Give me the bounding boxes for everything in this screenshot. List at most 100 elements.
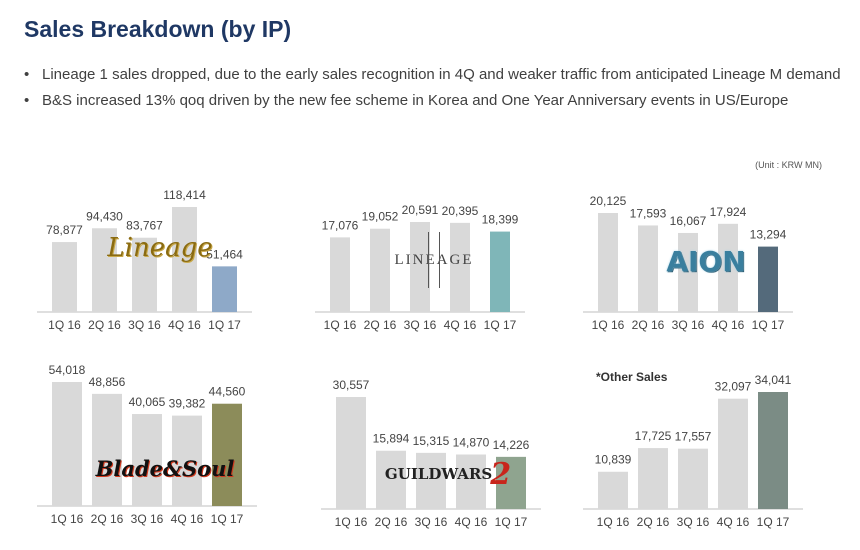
bar-2q-16 bbox=[92, 228, 117, 312]
bar-3q-16 bbox=[678, 448, 708, 509]
bar-1q-17 bbox=[490, 231, 510, 312]
bar-4q-16 bbox=[172, 207, 197, 312]
bullet-item: • B&S increased 13% qoq driven by the ne… bbox=[24, 90, 854, 112]
x-tick-label: 1Q 17 bbox=[752, 318, 785, 332]
bar-2q-16 bbox=[376, 450, 406, 509]
value-label: 34,041 bbox=[755, 373, 792, 387]
bullet-list: • Lineage 1 sales dropped, due to the ea… bbox=[24, 64, 854, 116]
bar-3q-16 bbox=[132, 414, 162, 506]
value-label: 13,294 bbox=[750, 228, 787, 242]
x-tick-label: 1Q 17 bbox=[757, 515, 790, 529]
x-tick-label: 1Q 16 bbox=[51, 512, 84, 526]
value-label: 15,315 bbox=[413, 434, 450, 448]
value-label: 16,067 bbox=[670, 214, 707, 228]
bar-3q-16 bbox=[410, 222, 430, 312]
x-tick-label: 2Q 16 bbox=[637, 515, 670, 529]
bullet-item: • Lineage 1 sales dropped, due to the ea… bbox=[24, 64, 854, 86]
bar-1q-17 bbox=[758, 392, 788, 509]
value-label: 20,395 bbox=[442, 204, 479, 218]
bar-2q-16 bbox=[638, 225, 658, 312]
x-tick-label: 1Q 17 bbox=[208, 318, 241, 332]
value-label: 14,870 bbox=[453, 435, 490, 449]
value-label: 94,430 bbox=[86, 209, 123, 223]
x-tick-label: 2Q 16 bbox=[88, 318, 121, 332]
bar-1q-17 bbox=[212, 403, 242, 506]
x-tick-label: 1Q 16 bbox=[48, 318, 81, 332]
value-label: 20,125 bbox=[590, 194, 627, 208]
bar-3q-16 bbox=[416, 452, 446, 509]
x-tick-label: 4Q 16 bbox=[712, 318, 745, 332]
value-label: 17,557 bbox=[675, 430, 712, 444]
x-tick-label: 1Q 16 bbox=[335, 515, 368, 529]
value-label: 17,593 bbox=[630, 206, 667, 220]
bar-1q-16 bbox=[598, 471, 628, 509]
x-tick-label: 1Q 16 bbox=[592, 318, 625, 332]
bar-2q-16 bbox=[638, 448, 668, 509]
x-tick-label: 2Q 16 bbox=[91, 512, 124, 526]
unit-note: (Unit : KRW MN) bbox=[755, 160, 822, 170]
other-sales-label: *Other Sales bbox=[596, 370, 668, 384]
bar-4q-16 bbox=[172, 415, 202, 506]
bar-4q-16 bbox=[450, 222, 470, 312]
bar-1q-16 bbox=[52, 382, 82, 506]
value-label: 30,557 bbox=[333, 378, 370, 392]
x-tick-label: 1Q 16 bbox=[324, 318, 357, 332]
bar-4q-16 bbox=[456, 454, 486, 509]
bullet-text: Lineage 1 sales dropped, due to the earl… bbox=[42, 66, 841, 83]
value-label: 44,560 bbox=[209, 385, 246, 399]
value-label: 17,076 bbox=[322, 218, 359, 232]
x-tick-label: 2Q 16 bbox=[364, 318, 397, 332]
x-tick-label: 3Q 16 bbox=[672, 318, 705, 332]
x-tick-label: 3Q 16 bbox=[404, 318, 437, 332]
value-label: 48,856 bbox=[89, 375, 126, 389]
value-label: 10,839 bbox=[595, 453, 632, 467]
value-label: 15,894 bbox=[373, 432, 410, 446]
value-label: 20,591 bbox=[402, 203, 439, 217]
x-tick-label: 1Q 17 bbox=[211, 512, 244, 526]
bar-1q-17 bbox=[496, 456, 526, 509]
bullet-dot: • bbox=[24, 66, 30, 83]
x-tick-label: 3Q 16 bbox=[677, 515, 710, 529]
value-label: 18,399 bbox=[482, 213, 519, 227]
bar-1q-16 bbox=[330, 237, 350, 312]
bar-4q-16 bbox=[718, 223, 738, 312]
value-label: 118,414 bbox=[163, 188, 206, 202]
x-tick-label: 3Q 16 bbox=[128, 318, 161, 332]
bar-3q-16 bbox=[678, 232, 698, 312]
x-tick-label: 4Q 16 bbox=[171, 512, 204, 526]
bar-2q-16 bbox=[92, 393, 122, 506]
bar-1q-16 bbox=[336, 397, 366, 509]
x-tick-label: 4Q 16 bbox=[717, 515, 750, 529]
value-label: 40,065 bbox=[129, 395, 166, 409]
value-label: 51,464 bbox=[206, 247, 243, 261]
bullet-dot: • bbox=[24, 92, 30, 109]
x-tick-label: 3Q 16 bbox=[131, 512, 164, 526]
value-label: 83,767 bbox=[126, 219, 163, 233]
x-tick-label: 2Q 16 bbox=[632, 318, 665, 332]
value-label: 19,052 bbox=[362, 210, 399, 224]
x-tick-label: 1Q 17 bbox=[484, 318, 517, 332]
x-tick-label: 2Q 16 bbox=[375, 515, 408, 529]
bar-2q-16 bbox=[370, 228, 390, 312]
value-label: 39,382 bbox=[169, 397, 206, 411]
x-tick-label: 4Q 16 bbox=[168, 318, 201, 332]
bar-3q-16 bbox=[132, 237, 157, 312]
x-tick-label: 1Q 17 bbox=[495, 515, 528, 529]
value-label: 78,877 bbox=[46, 223, 83, 237]
x-tick-label: 3Q 16 bbox=[415, 515, 448, 529]
bullet-text: B&S increased 13% qoq driven by the new … bbox=[42, 92, 789, 109]
bar-4q-16 bbox=[718, 398, 748, 509]
page-title: Sales Breakdown (by IP) bbox=[24, 16, 292, 42]
x-tick-label: 4Q 16 bbox=[444, 318, 477, 332]
bar-1q-17 bbox=[758, 246, 778, 312]
x-tick-label: 1Q 16 bbox=[597, 515, 630, 529]
value-label: 54,018 bbox=[49, 363, 86, 377]
bar-1q-16 bbox=[52, 242, 77, 312]
value-label: 17,924 bbox=[710, 205, 747, 219]
